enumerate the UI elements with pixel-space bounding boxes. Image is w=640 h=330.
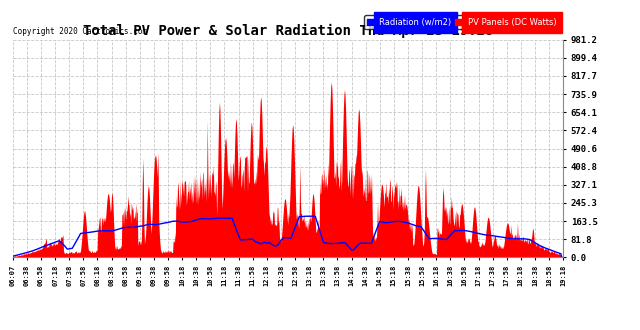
Title: Total PV Power & Solar Radiation Thu Apr 23 19:28: Total PV Power & Solar Radiation Thu Apr… xyxy=(83,24,493,38)
Text: Copyright 2020 Cartronics.com: Copyright 2020 Cartronics.com xyxy=(13,26,147,36)
Legend: Radiation (w/m2), PV Panels (DC Watts): Radiation (w/m2), PV Panels (DC Watts) xyxy=(364,16,559,29)
